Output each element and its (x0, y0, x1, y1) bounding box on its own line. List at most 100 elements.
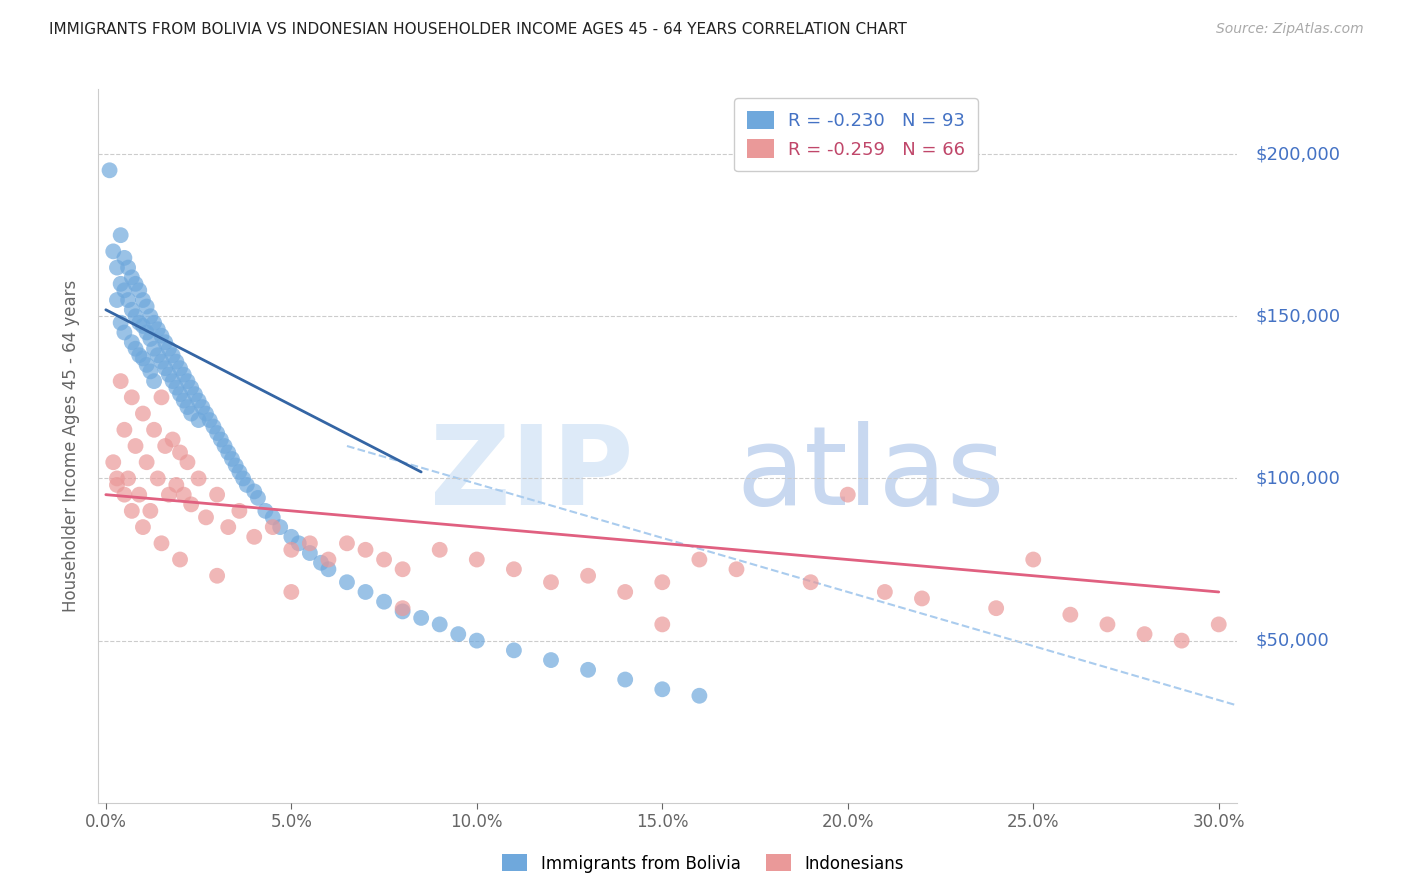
Point (117, 471, 139, 485)
Point (128, 348, 150, 362)
Point (162, 348, 184, 362)
Point (1133, 627, 1156, 641)
Point (169, 387, 191, 401)
Point (112, 326, 135, 340)
Point (112, 423, 135, 437)
Point (143, 316, 166, 330)
Point (540, 653, 562, 667)
Point (121, 270, 143, 285)
Point (105, 260, 128, 275)
Point (221, 452, 243, 467)
Point (150, 328, 173, 343)
Point (105, 471, 128, 485)
Point (298, 546, 321, 560)
Point (217, 520, 239, 534)
Point (576, 663, 599, 677)
Point (911, 591, 934, 606)
Point (124, 310, 146, 324)
Point (184, 387, 207, 401)
Point (143, 423, 166, 437)
Point (246, 491, 269, 505)
Point (176, 374, 198, 388)
Point (128, 316, 150, 330)
Point (169, 361, 191, 376)
Point (214, 439, 236, 453)
Point (373, 595, 395, 609)
Point (725, 562, 748, 576)
Point (124, 277, 146, 291)
Point (187, 471, 209, 485)
Point (986, 601, 1008, 615)
Point (139, 504, 162, 518)
Point (103, 244, 125, 259)
Point (205, 425, 228, 440)
Point (429, 542, 451, 557)
Point (309, 556, 332, 570)
Point (153, 439, 176, 453)
Point (373, 552, 395, 566)
Point (112, 251, 135, 265)
Point (103, 455, 125, 469)
Point (143, 374, 166, 388)
Point (187, 393, 209, 408)
Point (146, 471, 169, 485)
Legend: Immigrants from Bolivia, Indonesians: Immigrants from Bolivia, Indonesians (496, 847, 910, 880)
Point (165, 381, 187, 395)
Point (243, 530, 266, 544)
Point (391, 604, 413, 618)
Point (688, 689, 710, 703)
Point (243, 484, 266, 499)
Point (262, 510, 284, 524)
Point (180, 497, 202, 511)
Point (465, 633, 488, 648)
Point (280, 530, 302, 544)
Point (651, 682, 673, 697)
Point (354, 542, 377, 557)
Point (150, 390, 173, 404)
Point (447, 627, 470, 641)
Point (198, 413, 221, 427)
Point (157, 368, 180, 382)
Point (165, 354, 187, 368)
Point (298, 536, 321, 550)
Point (176, 455, 198, 469)
Point (153, 361, 176, 376)
Point (135, 300, 157, 314)
Point (465, 552, 488, 566)
Point (1208, 617, 1230, 632)
Point (336, 536, 359, 550)
Point (1097, 617, 1119, 632)
Point (205, 568, 228, 582)
Point (110, 316, 132, 330)
Point (209, 433, 232, 447)
Point (121, 302, 143, 317)
Point (135, 326, 157, 340)
Point (1170, 633, 1192, 648)
Point (232, 471, 254, 485)
Point (110, 374, 132, 388)
Point (411, 611, 433, 625)
Point (105, 478, 128, 492)
Point (280, 542, 302, 557)
Point (287, 536, 309, 550)
Point (318, 562, 340, 576)
Point (195, 407, 218, 421)
Point (191, 400, 214, 414)
Text: $50,000: $50,000 (1256, 632, 1330, 649)
Point (873, 585, 896, 599)
Point (128, 488, 150, 502)
Point (354, 585, 377, 599)
Point (132, 318, 155, 333)
Point (176, 400, 198, 414)
Point (254, 504, 277, 518)
Point (228, 504, 250, 518)
Point (110, 228, 132, 243)
Point (228, 465, 250, 479)
Point (269, 520, 291, 534)
Point (132, 520, 155, 534)
Point (157, 488, 180, 502)
Point (157, 342, 180, 356)
Text: $100,000: $100,000 (1256, 469, 1341, 487)
Point (1022, 552, 1045, 566)
Point (187, 413, 209, 427)
